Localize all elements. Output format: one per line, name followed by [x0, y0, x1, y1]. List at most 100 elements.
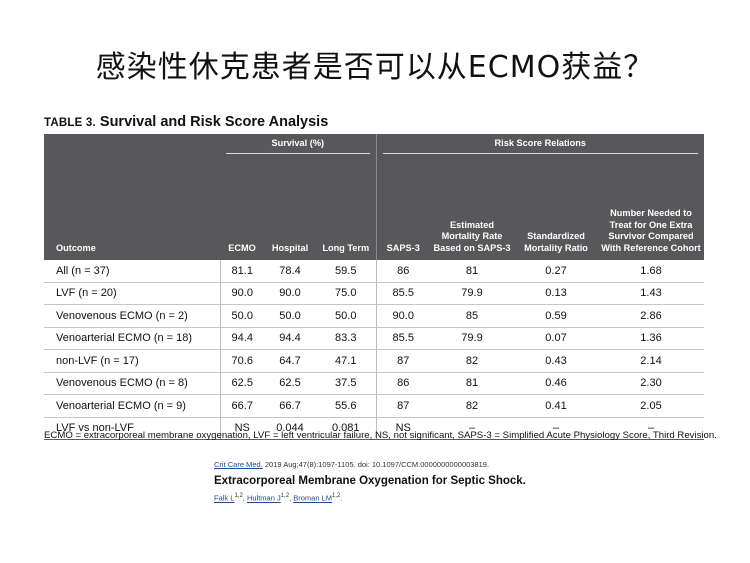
table-cell: 1.68 — [598, 260, 704, 283]
table-row: Venovenous ECMO (n = 8) 62.5 62.5 37.5 86 81 0… — [44, 372, 704, 395]
table-row: Venoarterial ECMO (n = 18) 94.4 94.4 83.3 85… — [44, 327, 704, 350]
table-row: non-LVF (n = 17) 70.6 64.7 47.1 87 82 0.43 2.14 — [44, 349, 704, 373]
risk-group-header: Risk Score Relations — [376, 134, 704, 158]
table-cell: 1.43 — [598, 282, 704, 305]
table-cell: 94.4 — [264, 327, 316, 350]
table-cell: 82 — [430, 394, 514, 418]
table-cell: 82 — [430, 349, 514, 373]
table-footnote: ECMO = extracorporeal membrane oxygenati… — [44, 430, 717, 441]
table-cell: 66.7 — [264, 394, 316, 418]
table-cell: 47.1 — [316, 349, 377, 373]
table-cell: 2.05 — [598, 394, 704, 418]
table-cell: 59.5 — [316, 260, 377, 283]
citation-line: Crit Care Med. 2019 Aug;47(8):1097-1105.… — [214, 460, 489, 469]
table-cell: 50.0 — [264, 304, 316, 328]
table-cell: NS — [220, 417, 264, 440]
table-row: Venovenous ECMO (n = 2) 50.0 50.0 50.0 90.0 8… — [44, 304, 704, 328]
column-header-estimated-mortality: Estimated Mortality Rate Based on SAPS-3 — [433, 219, 511, 253]
table-cell: 50.0 — [220, 304, 264, 328]
row-outcome-cell: LVF (n = 20) — [44, 282, 221, 305]
column-header-saps3: SAPS-3 — [386, 242, 420, 253]
table-caption: TABLE 3. Survival and Risk Score Analysi… — [44, 114, 328, 130]
table-cell: 0.044 — [264, 417, 316, 440]
table-cell: 79.9 — [430, 327, 514, 350]
table-cell: 85.5 — [376, 282, 430, 305]
table-row: All (n = 37) 81.1 78.4 59.5 86 81 0.27 1.68 — [44, 260, 704, 283]
author-affiliation: 1,2 — [332, 493, 341, 499]
author-link[interactable]: Broman LM — [293, 493, 332, 503]
author-affiliation: 1,2 — [280, 493, 290, 499]
table-cell: 0.27 — [514, 260, 598, 283]
row-outcome-cell: LVF vs non-LVF — [44, 417, 221, 440]
row-outcome-cell: Venoarterial ECMO (n = 9) — [44, 394, 221, 418]
survival-group-header: Survival (%) — [220, 134, 377, 158]
table-cell: NS — [376, 417, 430, 440]
column-header-long-term: Long Term — [316, 158, 377, 260]
table-cell: – — [598, 417, 704, 440]
table-cell: 66.7 — [220, 394, 264, 418]
table-cell: 94.4 — [220, 327, 264, 350]
column-header-standardized-mortality: Standardized Mortality Ratio — [524, 231, 588, 253]
table-cell: 75.0 — [316, 282, 377, 305]
table-column-header-row: Outcome ECMO Hospital Long Term SAPS-3 E… — [44, 158, 704, 260]
table-cell: 0.59 — [514, 304, 598, 328]
table-row: Venoarterial ECMO (n = 9) 66.7 66.7 55.6 87 8… — [44, 394, 704, 418]
table-cell: 64.7 — [264, 349, 316, 373]
author-link[interactable]: Falk L — [214, 493, 235, 503]
table-cell: 87 — [376, 394, 430, 418]
row-outcome-cell: non-LVF (n = 17) — [44, 349, 221, 373]
table-cell: 81 — [430, 372, 514, 395]
slide-title: 感染性休克患者是否可以从ECMO获益？ — [95, 50, 655, 85]
article-title: Extracorporeal Membrane Oxygenation for … — [214, 475, 526, 487]
table-cell: – — [430, 417, 514, 440]
table-cell: 2.14 — [598, 349, 704, 373]
table-cell: 0.46 — [514, 372, 598, 395]
table-label: TABLE 3. — [44, 117, 96, 129]
table-cell: 50.0 — [316, 304, 377, 328]
row-outcome-cell: Venovenous ECMO (n = 8) — [44, 372, 221, 395]
table-cell: 62.5 — [264, 372, 316, 395]
table-cell: 0.41 — [514, 394, 598, 418]
table-cell: 90.0 — [264, 282, 316, 305]
table-cell: 81 — [430, 260, 514, 283]
table-cell: 81.1 — [220, 260, 264, 283]
column-header-ecmo: ECMO — [228, 242, 256, 253]
table-cell: 55.6 — [316, 394, 377, 418]
table-cell: 2.30 — [598, 372, 704, 395]
table-cell: 86 — [376, 260, 430, 283]
table-cell: 87 — [376, 349, 430, 373]
table-cell: 0.43 — [514, 349, 598, 373]
table-cell: 1.36 — [598, 327, 704, 350]
survival-risk-table: Survival (%) Risk Score Relations Outcom… — [44, 134, 704, 440]
column-header-hospital: Hospital — [271, 242, 309, 253]
citation-details: 2019 Aug;47(8):1097-1105. doi: 10.1097/C… — [262, 460, 490, 469]
table-cell: 79.9 — [430, 282, 514, 305]
table-cell: 62.5 — [220, 372, 264, 395]
row-outcome-cell: Venovenous ECMO (n = 2) — [44, 304, 221, 328]
column-header-outcome: Outcome — [56, 242, 96, 253]
table-cell: 90.0 — [376, 304, 430, 328]
journal-link[interactable]: Crit Care Med. — [214, 460, 263, 469]
table-cell: 37.5 — [316, 372, 377, 395]
table-cell: 2.86 — [598, 304, 704, 328]
table-group-header-row: Survival (%) Risk Score Relations — [44, 134, 704, 158]
author-affiliation: 1,2 — [234, 493, 243, 499]
table-cell: 83.3 — [316, 327, 377, 350]
table-cell: 0.13 — [514, 282, 598, 305]
table-row: LVF vs non-LVF NS 0.044 0.081 NS – – – — [44, 417, 704, 440]
row-outcome-cell: Venoarterial ECMO (n = 18) — [44, 327, 221, 350]
column-header-nnt: Number Needed to Treat for One Extra Sur… — [601, 208, 701, 253]
table-cell: – — [514, 417, 598, 440]
author-list: Falk L1,2, Hultman J1,2, Broman LM1,2. — [214, 493, 343, 503]
table-cell: 0.081 — [316, 417, 377, 440]
table-cell: 85 — [430, 304, 514, 328]
table-title: Survival and Risk Score Analysis — [99, 114, 329, 130]
table-cell: 78.4 — [264, 260, 316, 283]
author-link[interactable]: Hultman J — [246, 493, 281, 503]
table-cell: 85.5 — [376, 327, 430, 350]
table-body: All (n = 37) 81.1 78.4 59.5 86 81 0.27 1.68 LVF … — [44, 260, 704, 440]
table-cell: 86 — [376, 372, 430, 395]
table-row: LVF (n = 20) 90.0 90.0 75.0 85.5 79.9 0.13 1.43 — [44, 282, 704, 305]
table-cell: 0.07 — [514, 327, 598, 350]
table-cell: 70.6 — [220, 349, 264, 373]
